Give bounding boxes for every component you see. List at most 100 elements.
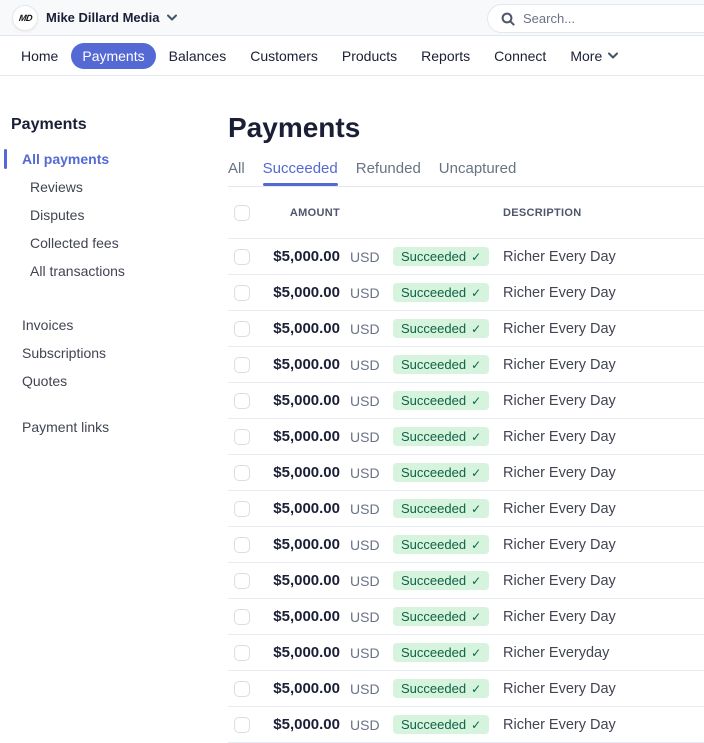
currency-cell: USD (350, 716, 380, 733)
sidebar-item-collected-fees[interactable]: Collected fees (0, 229, 228, 257)
sidebar-item-label: Subscriptions (22, 345, 107, 361)
table-row[interactable]: $5,000.00 USD Succeeded ✓ Richer Every D… (228, 239, 704, 275)
check-icon: ✓ (471, 393, 482, 408)
description-cell: Richer Every Day (503, 536, 616, 553)
row-checkbox[interactable] (234, 320, 250, 337)
tab-uncaptured[interactable]: Uncaptured (439, 160, 517, 186)
sidebar-item-all-transactions[interactable]: All transactions (0, 257, 228, 285)
table-row[interactable]: $5,000.00 USD Succeeded ✓ Richer Every D… (228, 527, 704, 563)
description-cell: Richer Every Day (503, 680, 616, 697)
table-header: AMOUNT DESCRIPTION (228, 187, 704, 239)
nav-item-label: Customers (250, 47, 318, 64)
table-row[interactable]: $5,000.00 USD Succeeded ✓ Richer Every D… (228, 563, 704, 599)
sidebar-heading: Payments (11, 116, 87, 133)
search-box[interactable] (487, 4, 704, 33)
table-row[interactable]: $5,000.00 USD Succeeded ✓ Richer Everyda… (228, 635, 704, 671)
status-label: Succeeded (401, 465, 467, 480)
table-row[interactable]: $5,000.00 USD Succeeded ✓ Richer Every D… (228, 383, 704, 419)
status-label: Succeeded (401, 573, 467, 588)
nav-item-home[interactable]: Home (10, 43, 69, 69)
status-cell: Succeeded ✓ (384, 247, 500, 266)
row-checkbox[interactable] (234, 428, 250, 445)
table-row[interactable]: $5,000.00 USD Succeeded ✓ Richer Every D… (228, 347, 704, 383)
check-icon: ✓ (471, 429, 482, 444)
tab-succeeded[interactable]: Succeeded (262, 160, 338, 186)
row-checkbox[interactable] (234, 644, 250, 661)
table-row[interactable]: $5,000.00 USD Succeeded ✓ Richer Every D… (228, 707, 704, 743)
row-checkbox[interactable] (234, 500, 250, 517)
nav-item-more[interactable]: More (559, 43, 629, 69)
tab-refunded[interactable]: Refunded (356, 160, 421, 186)
description-cell: Richer Every Day (503, 320, 616, 337)
check-icon: ✓ (471, 573, 482, 588)
status-badge: Succeeded ✓ (393, 535, 490, 554)
account-menu-button[interactable]: MD Mike Dillard Media (12, 4, 178, 31)
checkbox-cell (228, 572, 268, 589)
sidebar: Payments All payments Reviews Disputes C… (0, 76, 228, 743)
status-cell: Succeeded ✓ (384, 607, 500, 626)
nav-item-products[interactable]: Products (331, 43, 408, 69)
tab-label: All (228, 160, 245, 177)
checkbox-cell (228, 428, 268, 445)
row-checkbox[interactable] (234, 680, 250, 697)
row-checkbox[interactable] (234, 608, 250, 625)
status-label: Succeeded (401, 501, 467, 516)
nav-item-balances[interactable]: Balances (158, 43, 238, 69)
nav-item-payments[interactable]: Payments (71, 42, 156, 69)
sidebar-item-payment-links[interactable]: Payment links (0, 413, 228, 441)
row-checkbox[interactable] (234, 572, 250, 589)
row-checkbox[interactable] (234, 464, 250, 481)
sidebar-item-disputes[interactable]: Disputes (0, 201, 228, 229)
nav-item-reports[interactable]: Reports (410, 43, 481, 69)
description-cell: Richer Every Day (503, 392, 616, 409)
table-row[interactable]: $5,000.00 USD Succeeded ✓ Richer Every D… (228, 455, 704, 491)
amount-cell: $5,000.00 (273, 428, 340, 445)
row-checkbox[interactable] (234, 536, 250, 553)
checkbox-cell (228, 356, 268, 373)
table-row[interactable]: $5,000.00 USD Succeeded ✓ Richer Every D… (228, 419, 704, 455)
avatar-initials: MD (17, 12, 33, 23)
checkbox-cell (228, 644, 268, 661)
row-checkbox[interactable] (234, 392, 250, 409)
sidebar-item-subscriptions[interactable]: Subscriptions (0, 339, 228, 367)
sidebar-item-invoices[interactable]: Invoices (0, 311, 228, 339)
sidebar-item-quotes[interactable]: Quotes (0, 367, 228, 395)
checkbox-cell (228, 680, 268, 697)
table-row[interactable]: $5,000.00 USD Succeeded ✓ Richer Every D… (228, 491, 704, 527)
sidebar-item-reviews[interactable]: Reviews (0, 173, 228, 201)
amount-cell: $5,000.00 (273, 608, 340, 625)
checkbox-cell (228, 536, 268, 553)
status-badge: Succeeded ✓ (393, 247, 490, 266)
table-row[interactable]: $5,000.00 USD Succeeded ✓ Richer Every D… (228, 671, 704, 707)
checkbox-cell (228, 608, 268, 625)
check-icon: ✓ (471, 537, 482, 552)
currency-cell: USD (350, 608, 380, 625)
row-checkbox[interactable] (234, 248, 250, 265)
row-checkbox[interactable] (234, 284, 250, 301)
select-all-checkbox[interactable] (234, 204, 250, 221)
nav-item-label: Payments (82, 47, 145, 64)
description-cell: Richer Everyday (503, 644, 610, 661)
select-all-cell (228, 204, 268, 221)
status-label: Succeeded (401, 285, 467, 300)
currency-cell: USD (350, 680, 380, 697)
status-label: Succeeded (401, 357, 467, 372)
sidebar-item-label: Invoices (22, 317, 74, 333)
currency-cell: USD (350, 248, 380, 265)
currency-cell: USD (350, 428, 380, 445)
status-cell: Succeeded ✓ (384, 715, 500, 734)
tab-all[interactable]: All (228, 160, 245, 186)
amount-cell: $5,000.00 (273, 392, 340, 409)
status-badge: Succeeded ✓ (393, 463, 490, 482)
status-label: Succeeded (401, 609, 467, 624)
table-row[interactable]: $5,000.00 USD Succeeded ✓ Richer Every D… (228, 275, 704, 311)
table-row[interactable]: $5,000.00 USD Succeeded ✓ Richer Every D… (228, 311, 704, 347)
nav-item-customers[interactable]: Customers (239, 43, 329, 69)
row-checkbox[interactable] (234, 716, 250, 733)
search-input[interactable] (523, 11, 673, 26)
sidebar-item-label: Disputes (30, 207, 85, 223)
row-checkbox[interactable] (234, 356, 250, 373)
table-row[interactable]: $5,000.00 USD Succeeded ✓ Richer Every D… (228, 599, 704, 635)
nav-item-connect[interactable]: Connect (483, 43, 557, 69)
sidebar-item-all-payments[interactable]: All payments (0, 145, 228, 173)
